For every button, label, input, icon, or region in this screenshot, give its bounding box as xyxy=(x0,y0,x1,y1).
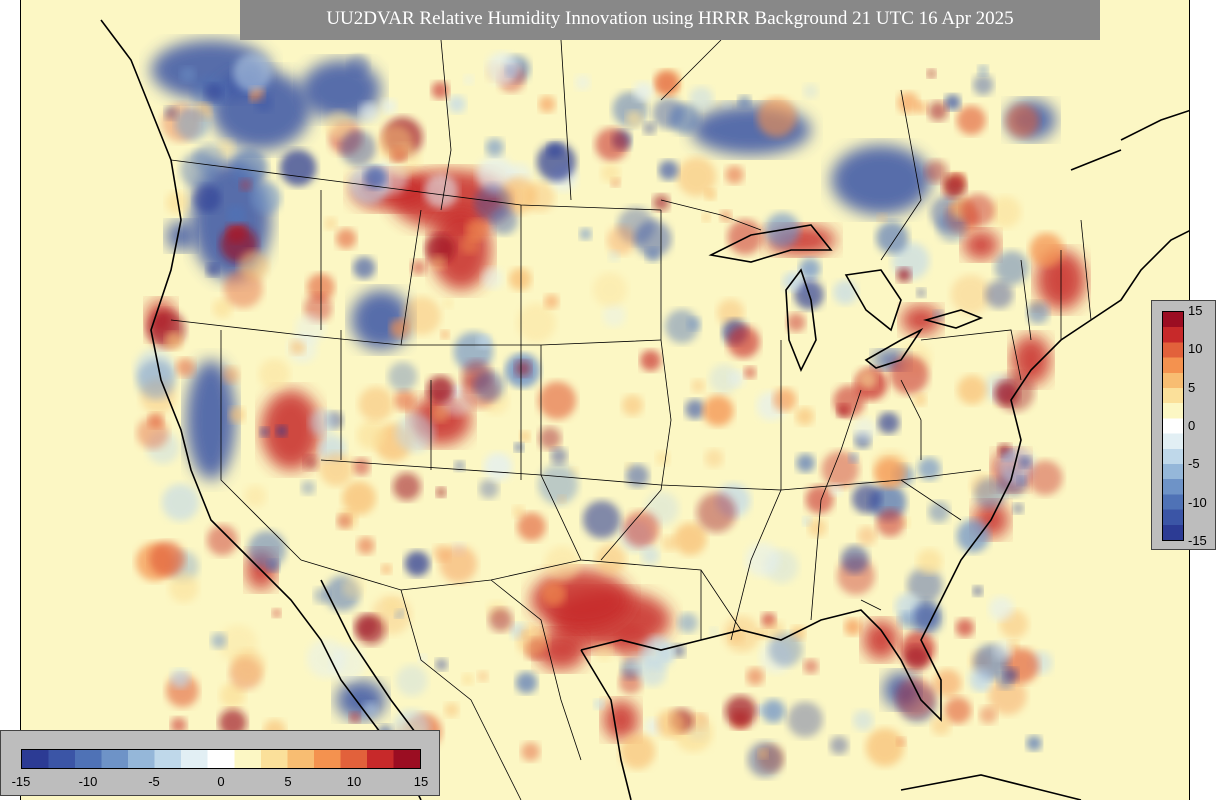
colorbar-tick-label: 0 xyxy=(217,774,225,789)
map-frame xyxy=(20,0,1190,800)
colorbar-tick-label: 0 xyxy=(1188,418,1196,433)
colorbar-vertical: 15 10 5 0 -5 -10 -15 xyxy=(1151,300,1216,550)
map-title: UU2DVAR Relative Humidity Innovation usi… xyxy=(240,0,1100,40)
colorbar-horizontal: -15 -10 -5 0 5 10 15 xyxy=(0,730,440,796)
colorbar-tick-label: -10 xyxy=(1188,495,1207,510)
innovation-field xyxy=(135,40,1086,778)
coastlines xyxy=(100,19,1189,800)
colorbar-tick-label: 10 xyxy=(1188,341,1203,356)
great-lakes xyxy=(708,224,984,372)
humidity-innovation-map xyxy=(21,0,1189,800)
colorbar-tick-label: 10 xyxy=(346,774,362,789)
country-borders xyxy=(400,39,922,800)
colorbar-horizontal-strip xyxy=(21,749,421,769)
colorbar-tick-label: 15 xyxy=(413,774,429,789)
colorbar-tick-label: -5 xyxy=(148,774,160,789)
colorbar-vertical-strip xyxy=(1162,311,1184,541)
colorbar-tick-label: -15 xyxy=(1188,533,1207,548)
colorbar-tick-label: -15 xyxy=(11,774,31,789)
colorbar-tick-label: 5 xyxy=(1188,380,1196,395)
state-borders xyxy=(170,159,1092,641)
colorbar-tick-label: 15 xyxy=(1188,303,1203,318)
colorbar-tick-label: -10 xyxy=(78,774,98,789)
colorbar-tick-label: -5 xyxy=(1188,456,1200,471)
colorbar-tick-label: 5 xyxy=(284,774,292,789)
